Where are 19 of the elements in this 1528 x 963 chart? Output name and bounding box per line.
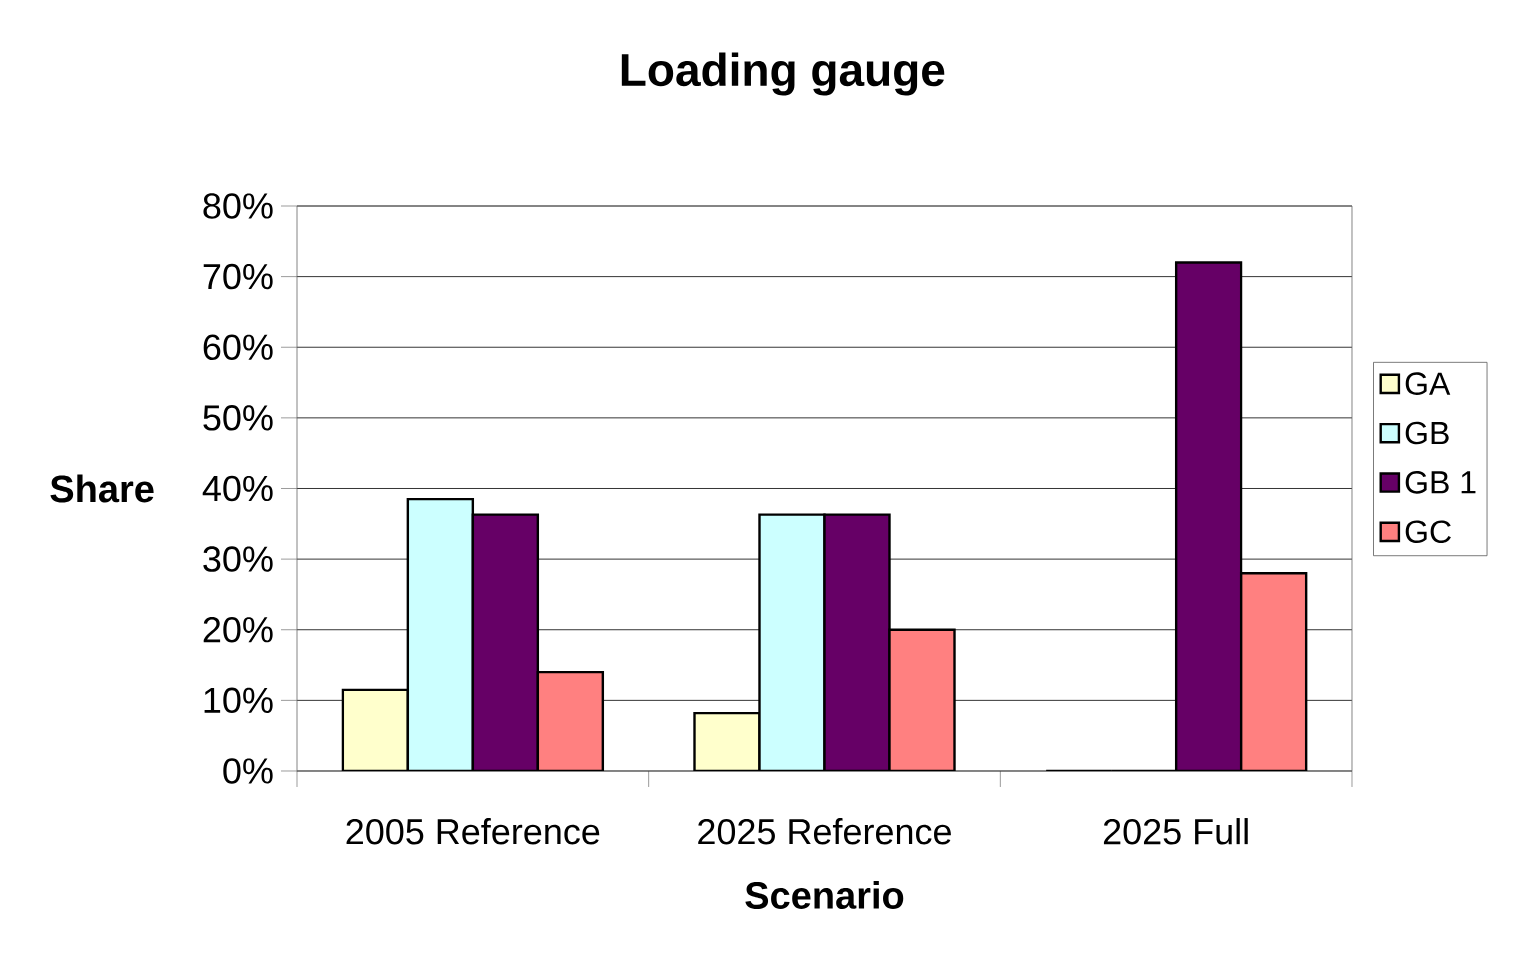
legend-label: GA: [1405, 372, 1451, 395]
x-tick-label: 2005 Reference: [346, 818, 600, 845]
y-tick-label: 40%: [202, 475, 273, 502]
legend-label: GB 1: [1405, 471, 1476, 494]
legend-label: GC: [1405, 520, 1451, 544]
y-tick-label: 70%: [203, 263, 273, 290]
y-tick-label: 80%: [203, 193, 273, 219]
y-tick-label: 20%: [203, 616, 273, 643]
y-axis-title: Share: [50, 474, 154, 503]
y-tick-label: 60%: [203, 334, 273, 360]
x-tick-label: 2025 Reference: [698, 818, 951, 845]
y-tick-label: 50%: [203, 405, 273, 431]
legend-label: GB: [1405, 421, 1449, 445]
x-axis-title: Scenario: [745, 881, 904, 909]
y-tick-label: 30%: [203, 546, 273, 572]
y-tick-label: 0%: [223, 758, 273, 784]
chart-title: Loading gauge: [621, 52, 945, 96]
y-tick-label: 10%: [204, 687, 273, 714]
x-tick-label: 2025 Full: [1103, 818, 1248, 845]
